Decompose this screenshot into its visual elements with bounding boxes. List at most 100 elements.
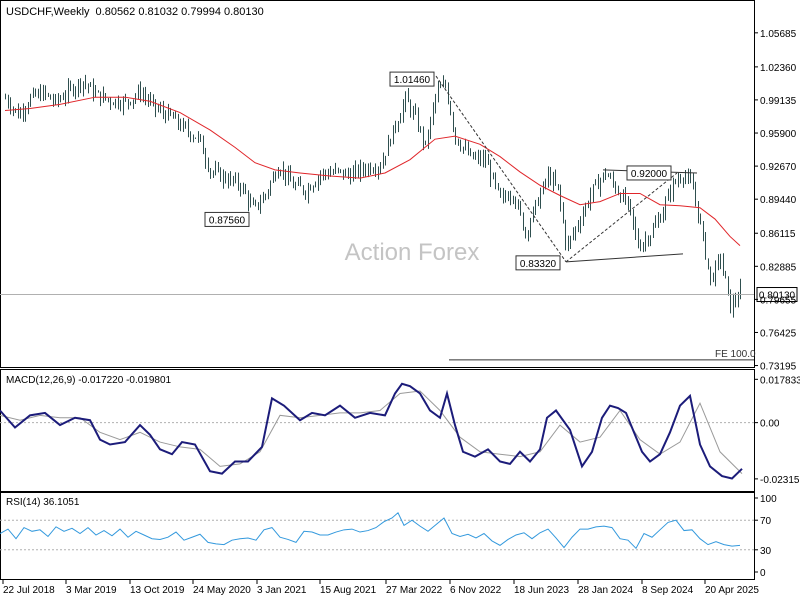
- candle-body: [530, 221, 531, 232]
- candle-body: [728, 278, 729, 290]
- candle-body: [385, 155, 386, 160]
- candle-body: [205, 153, 206, 162]
- candle-body: [495, 174, 496, 184]
- time-tick-label: 3 Jan 2021: [257, 585, 307, 596]
- candle-body: [443, 83, 444, 87]
- candle-body: [123, 99, 124, 108]
- candle-body: [380, 167, 381, 169]
- rsi-title: RSI(14) 36.1051: [6, 497, 80, 508]
- candle-body: [720, 258, 721, 262]
- chart-title: USDCHF,Weekly 0.80562 0.81032 0.79994 0.8…: [6, 6, 264, 18]
- price-annotation-box: [389, 71, 435, 87]
- time-axis: 22 Jul 2018 3 Mar 2019 13 Oct 2019 24 May 2…: [2, 580, 759, 596]
- candle-body: [35, 91, 36, 96]
- current-price-label: 0.80130: [759, 291, 796, 302]
- candle-body: [113, 103, 114, 106]
- candle-body: [405, 93, 406, 105]
- candle-body: [248, 193, 249, 204]
- rsi-axis: 100 70 30 0: [754, 494, 777, 579]
- candle-body: [238, 177, 239, 187]
- candle-body: [88, 84, 89, 87]
- candle-body: [10, 104, 11, 110]
- candle-body: [155, 99, 156, 110]
- candle-body: [710, 266, 711, 279]
- candle-body: [73, 86, 74, 94]
- candle-body: [165, 113, 166, 120]
- candle-body: [245, 186, 246, 194]
- moving-average-line: [4, 96, 741, 247]
- candle-body: [650, 236, 651, 243]
- price-tick-label: 1.05685: [760, 29, 797, 40]
- candle-body: [670, 192, 671, 196]
- candle-body: [183, 122, 184, 129]
- price-annotation-box: [204, 211, 250, 227]
- candle-body: [400, 117, 401, 124]
- candle-body: [338, 168, 339, 170]
- candle-body: [125, 99, 126, 101]
- candle-body: [180, 124, 181, 129]
- time-tick-label: 15 Aug 2021: [320, 585, 377, 596]
- fe-label: FE 100.0: [715, 349, 756, 360]
- macd-signal-line: [0, 390, 743, 474]
- candle-body: [263, 196, 264, 203]
- candle-body: [718, 258, 719, 264]
- trend-line: [565, 253, 684, 263]
- candle-body: [65, 96, 66, 100]
- candle-body: [485, 157, 486, 162]
- candle-body: [93, 84, 94, 96]
- candle-body: [528, 231, 529, 234]
- candle-body: [365, 170, 366, 172]
- candle-body: [90, 84, 91, 87]
- candle-body: [295, 184, 296, 188]
- candle-body: [253, 201, 254, 205]
- price-tick-label: 0.73195: [760, 362, 797, 373]
- candle-body: [663, 212, 664, 222]
- candle-body: [553, 177, 554, 184]
- candle-body: [533, 208, 534, 222]
- price-annotation-label: 0.83320: [520, 259, 557, 270]
- candle-body: [175, 115, 176, 119]
- price-tick-label: 1.02360: [760, 63, 797, 74]
- candle-body: [510, 197, 511, 200]
- candle-body: [668, 192, 669, 201]
- candle-body: [573, 233, 574, 237]
- price-annotation-label: 0.87560: [209, 215, 246, 226]
- candle-body: [433, 106, 434, 119]
- candle-body: [505, 194, 506, 198]
- candle-body: [518, 203, 519, 206]
- candle-body: [255, 202, 256, 205]
- candle-body: [578, 225, 579, 228]
- candle-body: [660, 218, 661, 222]
- candle-body: [580, 222, 581, 226]
- candle-body: [655, 222, 656, 228]
- candle-body: [565, 222, 566, 246]
- candle-body: [585, 204, 586, 214]
- price-tick-label: 0.92670: [760, 162, 797, 173]
- rsi-line: [0, 511, 741, 550]
- candle-body: [358, 166, 359, 175]
- candle-body: [25, 109, 26, 114]
- price-annotation-box: [515, 255, 561, 271]
- macd-title: MACD(12,26,9) -0.017220 -0.019801: [6, 375, 172, 386]
- candle-body: [598, 180, 599, 189]
- candle-body: [413, 110, 414, 114]
- candle-body: [5, 98, 6, 100]
- candle-body: [310, 187, 311, 190]
- candle-body: [378, 168, 379, 172]
- price-annotation-label: 1.01460: [394, 75, 431, 86]
- time-tick-label: 22 Jul 2018: [3, 585, 55, 596]
- price-tick-label: 0.95900: [760, 129, 797, 140]
- candle-body: [693, 181, 694, 190]
- candle-body: [200, 134, 201, 139]
- candle-body: [555, 177, 556, 185]
- candle-body: [33, 91, 34, 97]
- candle-body: [220, 169, 221, 181]
- candle-body: [730, 289, 731, 312]
- candle-body: [615, 183, 616, 191]
- candle-body: [28, 105, 29, 110]
- trend-line: [435, 75, 567, 263]
- candle-body: [463, 147, 464, 149]
- candle-body: [95, 92, 96, 96]
- candle-body: [188, 125, 189, 133]
- candle-body: [250, 201, 251, 204]
